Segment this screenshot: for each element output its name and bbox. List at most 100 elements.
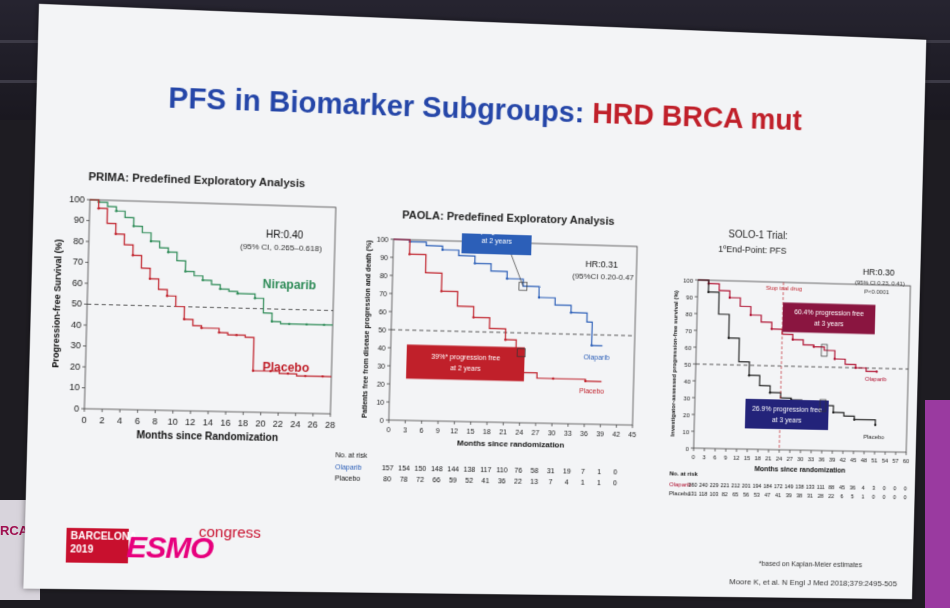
x-tick-label: 48	[861, 458, 868, 464]
at-risk-value: 148	[431, 466, 443, 473]
censor-mark	[854, 366, 857, 370]
censor-mark	[768, 391, 772, 394]
at-risk-value: 7	[581, 469, 585, 476]
censor-mark	[791, 338, 794, 341]
prima-ci: (95% CI, 0.265–0.618)	[240, 242, 322, 253]
censor-mark	[287, 322, 291, 326]
solo1-placebo-callout-line1: 26.9% progression free	[752, 406, 822, 414]
censor-mark	[218, 287, 222, 291]
censor-mark	[812, 345, 815, 348]
at-risk-row-name: Placebo	[335, 475, 361, 482]
x-tick-label: 30	[797, 457, 804, 463]
at-risk-value: 201	[742, 484, 751, 490]
censor-mark	[504, 338, 508, 342]
citation: Moore K, et al. N Engl J Med 2018;379:24…	[729, 577, 898, 589]
censor-mark	[473, 261, 476, 265]
x-tick-label: 6	[713, 455, 717, 461]
series-label-placebo: Placebo	[579, 388, 604, 395]
solo1-placebo-callout-line2: at 3 years	[772, 417, 802, 424]
at-risk-value: 80	[383, 476, 391, 483]
at-risk-value: 138	[795, 485, 804, 491]
x-tick-label: 21	[499, 429, 507, 436]
censor-mark	[875, 370, 878, 373]
x-tick-label: 6	[419, 428, 423, 435]
at-risk-value: 212	[731, 483, 740, 489]
censor-mark	[184, 270, 187, 273]
at-risk-value: 194	[752, 484, 761, 490]
y-tick-label: 80	[73, 236, 84, 246]
x-tick-label: 54	[882, 459, 889, 465]
series-label-placebo: Placebo	[262, 360, 309, 375]
x-tick-label: 8	[152, 416, 157, 426]
y-axis-label: Patients free from disease progression a…	[362, 240, 374, 418]
at-risk-value: 150	[414, 466, 426, 473]
x-tick-label: 15	[466, 429, 474, 436]
y-tick-label: 20	[683, 413, 690, 419]
y-tick-label: 50	[378, 327, 386, 334]
censor-mark	[321, 375, 324, 378]
x-tick-label: 9	[724, 456, 728, 462]
y-tick-label: 70	[73, 257, 84, 267]
at-risk-value: 45	[839, 485, 845, 491]
censor-mark	[201, 278, 205, 282]
y-tick-label: 20	[377, 382, 385, 389]
at-risk-value: 78	[400, 477, 408, 484]
censor-mark	[471, 315, 475, 319]
at-risk-value: 82	[722, 492, 728, 498]
x-tick-label: 16	[220, 418, 231, 428]
x-tick-label: 3	[403, 427, 407, 434]
x-tick-label: 22	[273, 419, 283, 429]
paola-drug-callout-line2: at 2 years	[481, 238, 512, 246]
solo1-ci: (95% CI 0.23, 0.41)	[855, 280, 905, 287]
at-risk-value: 103	[709, 492, 718, 498]
at-risk-value: 154	[398, 466, 410, 473]
at-risk-value: 4	[862, 486, 865, 492]
x-tick-label: 21	[765, 456, 772, 462]
solo1-p: P<0.0001	[864, 290, 889, 297]
y-tick-label: 30	[377, 364, 385, 371]
at-risk-value: 76	[514, 468, 522, 475]
y-tick-label: 90	[74, 215, 85, 225]
y-tick-label: 0	[380, 418, 384, 425]
y-tick-label: 40	[378, 345, 386, 352]
at-risk-row-name: Placebo	[669, 491, 691, 497]
x-tick-label: 24	[290, 419, 300, 429]
at-risk-value: 41	[481, 478, 489, 485]
censor-mark	[727, 336, 730, 340]
at-risk-value: 0	[893, 495, 896, 501]
esmo-congress: congress	[198, 523, 262, 542]
y-tick-label: 100	[683, 279, 694, 285]
x-tick-label: 42	[612, 432, 620, 439]
paola-placebo-callout-box	[406, 344, 525, 382]
title-red-part: HRD BRCA mut	[591, 97, 803, 138]
y-tick-label: 70	[685, 329, 692, 335]
x-tick-label: 0	[81, 415, 86, 425]
at-risk-value: 65	[732, 492, 738, 498]
at-risk-value: 28	[818, 494, 824, 500]
censor-mark	[200, 326, 203, 330]
at-risk-value: 0	[872, 495, 875, 501]
censor-mark	[874, 423, 877, 427]
at-risk-value: 58	[531, 468, 539, 475]
at-risk-value: 0	[893, 486, 896, 492]
paola-drug-callout-pointer	[510, 255, 523, 286]
at-risk-value: 172	[774, 484, 783, 490]
at-risk-row-name: Olaparib	[335, 464, 362, 471]
series-line-olaparib	[391, 239, 605, 345]
at-risk-value: 144	[447, 466, 459, 473]
x-tick-label: 36	[818, 457, 825, 463]
x-tick-label: 27	[532, 430, 540, 437]
x-tick-label: 18	[238, 418, 248, 428]
y-tick-label: 20	[70, 362, 81, 372]
at-risk-value: 72	[416, 477, 424, 484]
footnote: *based on Kaplan-Meier estimates	[758, 560, 863, 570]
at-risk-value: 22	[828, 494, 834, 500]
censor-mark	[148, 277, 152, 280]
at-risk-value: 66	[432, 477, 440, 484]
y-tick-label: 10	[376, 400, 384, 407]
x-tick-label: 36	[580, 431, 588, 438]
censor-mark	[833, 357, 836, 361]
censor-mark	[707, 290, 710, 294]
